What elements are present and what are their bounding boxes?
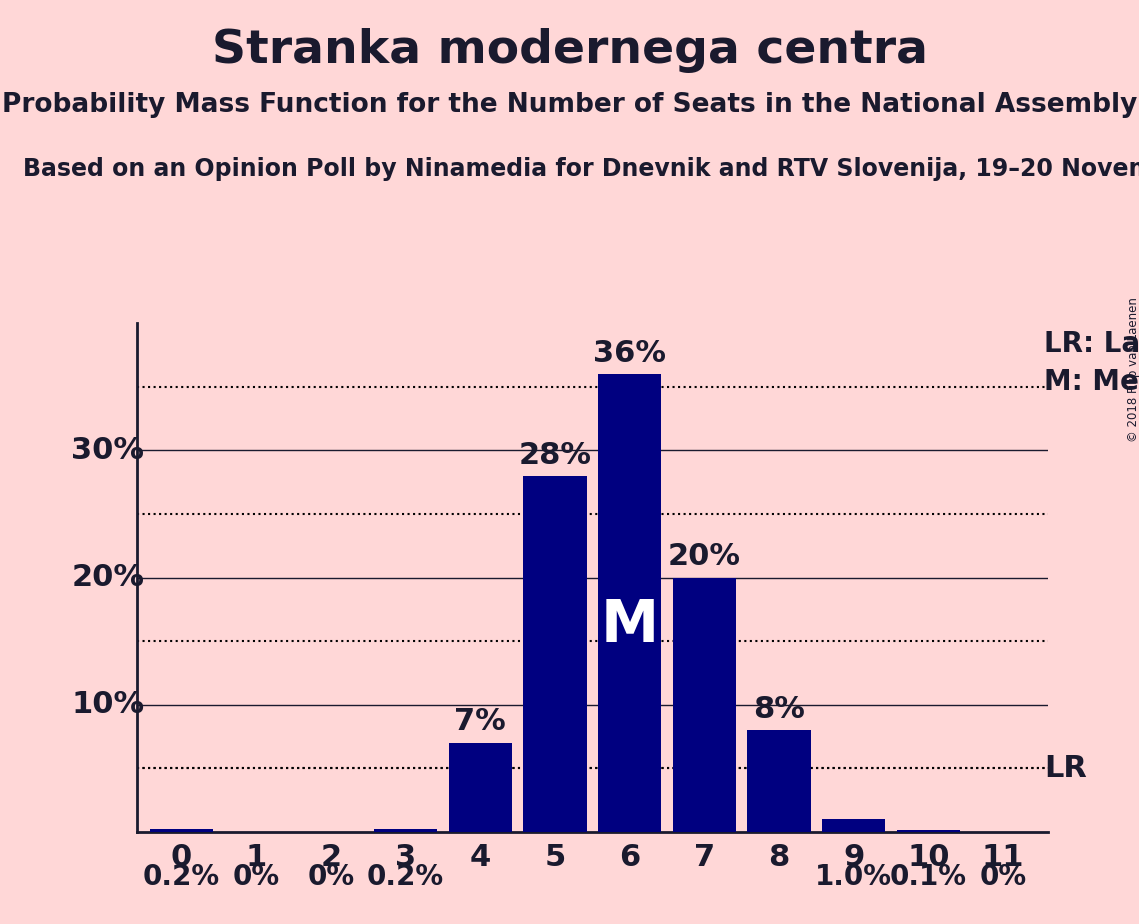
Text: 20%: 20%	[667, 542, 740, 571]
Text: 10%: 10%	[71, 690, 145, 719]
Bar	[449, 743, 513, 832]
Text: M: M	[600, 597, 658, 654]
Bar	[149, 829, 213, 832]
Text: Probability Mass Function for the Number of Seats in the National Assembly: Probability Mass Function for the Number…	[2, 92, 1137, 118]
Text: © 2018 Filip van Laenen: © 2018 Filip van Laenen	[1126, 298, 1139, 442]
Text: 28%: 28%	[518, 441, 591, 469]
Text: M: Median: M: Median	[1044, 368, 1139, 395]
Bar	[747, 730, 811, 832]
Text: LR: Last Result: LR: Last Result	[1044, 330, 1139, 358]
Text: 0%: 0%	[232, 863, 280, 892]
Bar	[598, 374, 662, 832]
Bar	[896, 831, 960, 832]
Bar	[374, 829, 437, 832]
Text: 8%: 8%	[753, 695, 805, 723]
Text: 0.1%: 0.1%	[890, 863, 967, 892]
Text: Stranka modernega centra: Stranka modernega centra	[212, 28, 927, 73]
Bar	[672, 578, 736, 832]
Text: 1.0%: 1.0%	[816, 863, 892, 892]
Text: 0%: 0%	[980, 863, 1026, 892]
Text: 20%: 20%	[71, 563, 145, 592]
Bar	[523, 476, 587, 832]
Text: 0%: 0%	[308, 863, 354, 892]
Text: 0.2%: 0.2%	[142, 863, 220, 892]
Text: Based on an Opinion Poll by Ninamedia for Dnevnik and RTV Slovenija, 19–20 Novem: Based on an Opinion Poll by Ninamedia fo…	[23, 157, 1139, 181]
Text: 30%: 30%	[71, 436, 145, 465]
Bar	[822, 819, 885, 832]
Text: 36%: 36%	[593, 339, 666, 368]
Text: 0.2%: 0.2%	[367, 863, 444, 892]
Text: 7%: 7%	[454, 707, 506, 736]
Text: LR: LR	[1044, 754, 1087, 783]
